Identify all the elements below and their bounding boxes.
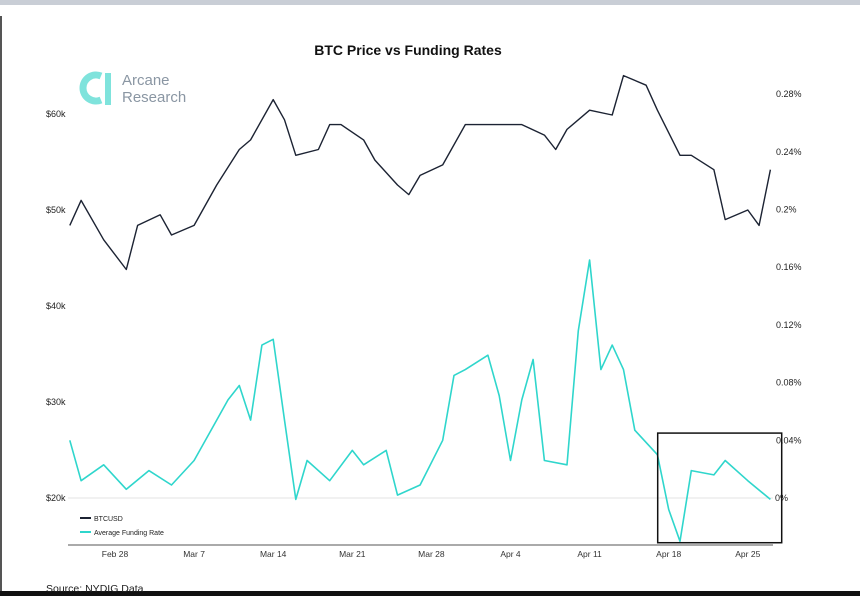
logo-bar-shape bbox=[105, 73, 111, 105]
window-left-border bbox=[0, 16, 2, 591]
series-line-btcusd bbox=[69, 74, 772, 271]
highlight-box bbox=[656, 432, 783, 544]
window-bottom-border bbox=[0, 591, 860, 596]
x-tick-label: Feb 28 bbox=[102, 549, 129, 559]
legend-label-funding-rate: Average Funding Rate bbox=[94, 530, 164, 537]
x-tick-label: Mar 7 bbox=[183, 549, 205, 559]
x-tick-label: Apr 18 bbox=[656, 549, 681, 559]
y-axis-right: 0%0.04%0.08%0.12%0.16%0.2%0.24%0.28% bbox=[775, 89, 802, 503]
logo-text-1: Arcane bbox=[122, 72, 170, 89]
series-line-funding-rate bbox=[69, 259, 771, 543]
x-tick-label: Apr 11 bbox=[577, 549, 602, 559]
y-right-tick-label: 0.08% bbox=[776, 378, 802, 388]
y-left-tick-label: $40k bbox=[46, 301, 66, 311]
legend: BTCUSD Average Funding Rate bbox=[80, 516, 164, 537]
y-right-tick-label: 0.12% bbox=[776, 320, 802, 330]
x-tick-label: Mar 28 bbox=[418, 549, 445, 559]
source-note: Source: NYDIG Data bbox=[46, 583, 144, 595]
y-right-tick-label: 0.28% bbox=[776, 89, 802, 99]
legend-label-btcusd: BTCUSD bbox=[94, 516, 123, 523]
y-left-tick-label: $30k bbox=[46, 397, 66, 407]
y-left-tick-label: $50k bbox=[46, 205, 66, 215]
arcane-research-logo: Arcane Research bbox=[79, 71, 186, 106]
y-left-tick-label: $60k bbox=[46, 109, 66, 119]
y-axis-left: $20k $30k $40k $50k $60k bbox=[46, 109, 66, 503]
logo-text-2: Research bbox=[122, 89, 186, 106]
y-right-tick-label: 0.24% bbox=[776, 147, 802, 157]
logo-c-shape bbox=[79, 71, 103, 105]
x-axis: Feb 28 Mar 7 Mar 14 Mar 21 Mar 28 Apr 4 Apr 11… bbox=[102, 549, 761, 559]
x-tick-label: Mar 21 bbox=[339, 549, 366, 559]
y-right-tick-label: 0.04% bbox=[776, 435, 802, 445]
x-tick-label: Apr 25 bbox=[735, 549, 760, 559]
window-top-border bbox=[0, 0, 860, 5]
chart-title: BTC Price vs Funding Rates bbox=[314, 42, 502, 58]
y-right-tick-label: 0.16% bbox=[776, 262, 802, 272]
x-tick-label: Apr 4 bbox=[500, 549, 521, 559]
y-left-tick-label: $20k bbox=[46, 493, 66, 503]
y-right-tick-label: 0.2% bbox=[776, 205, 797, 215]
x-tick-label: Mar 14 bbox=[260, 549, 287, 559]
